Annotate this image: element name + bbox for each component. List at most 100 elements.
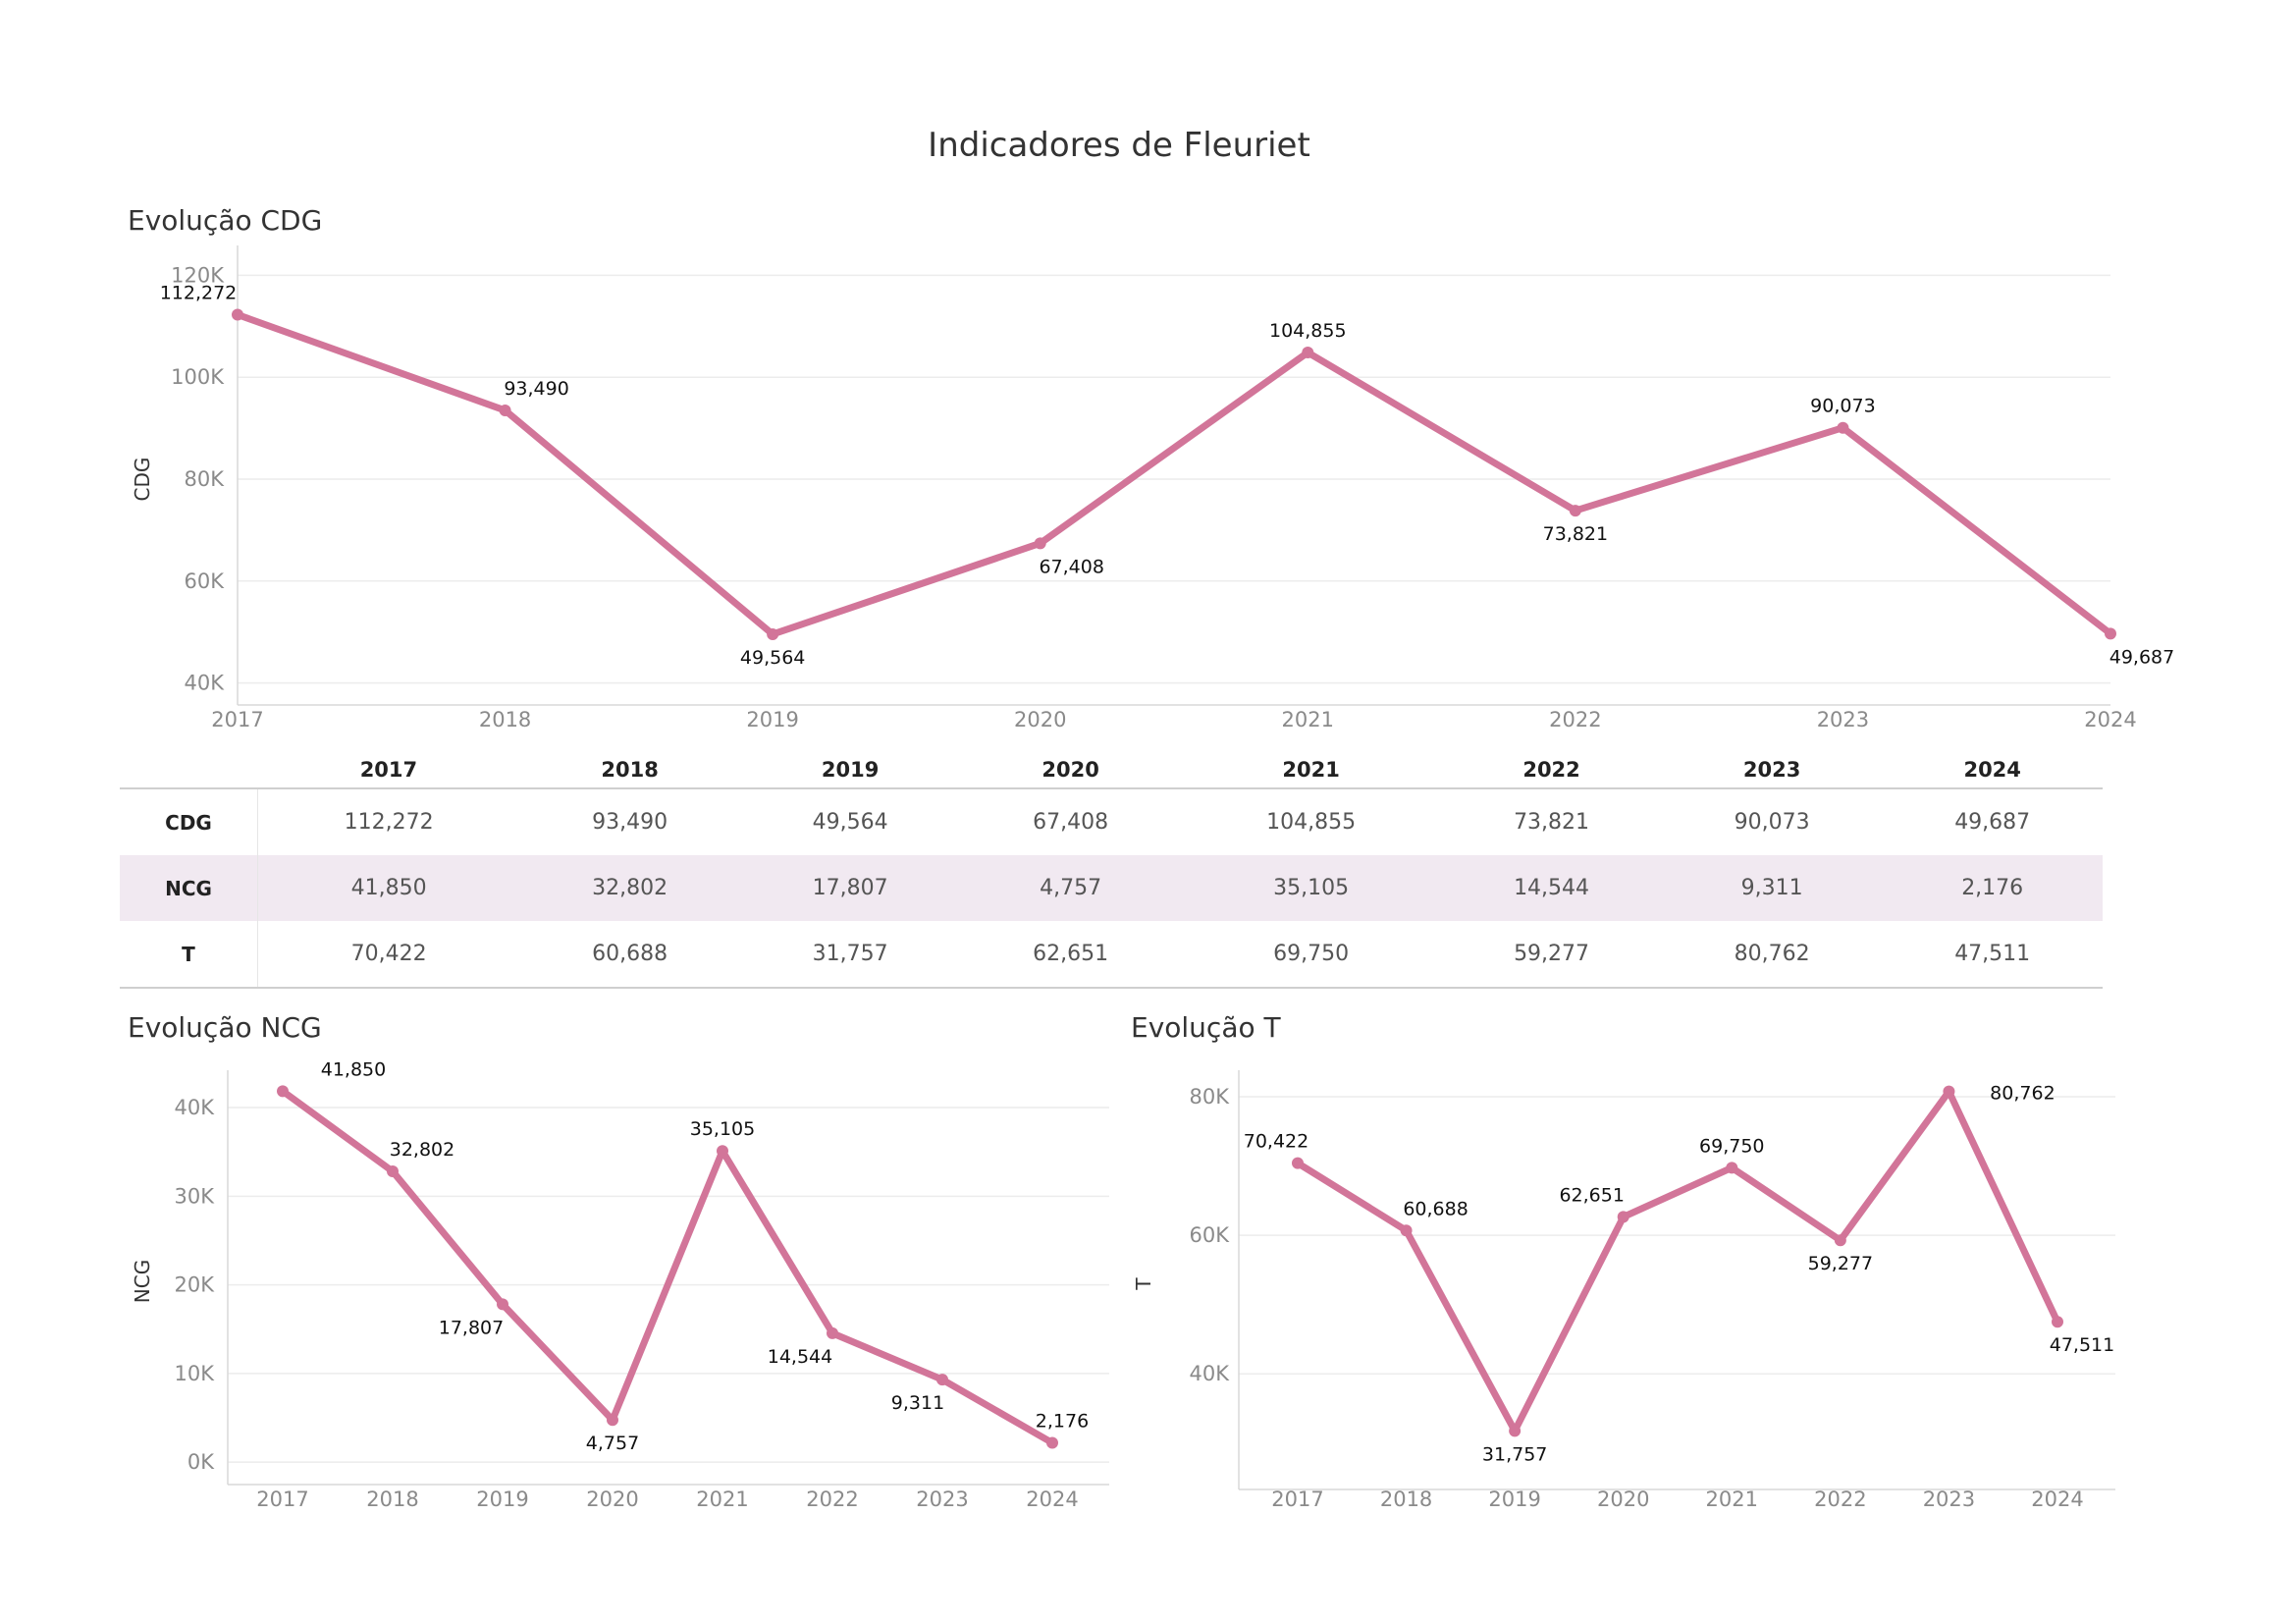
x-tick-label: 2024 bbox=[1026, 1488, 1078, 1511]
series-line bbox=[234, 310, 2114, 638]
x-tick-label: 2017 bbox=[211, 708, 263, 731]
table-cell: 80,762 bbox=[1661, 921, 1883, 989]
data-label: 80,762 bbox=[1990, 1083, 2055, 1105]
y-tick-label: 10K bbox=[175, 1362, 216, 1385]
y-tick-label: 40K bbox=[185, 672, 226, 695]
t-chart-title: Evolução T bbox=[1131, 1011, 1281, 1044]
x-tick-label: 2024 bbox=[2031, 1488, 2083, 1511]
table-row-label: T bbox=[120, 921, 258, 989]
table-cell: 17,807 bbox=[739, 855, 961, 921]
data-point bbox=[497, 1298, 508, 1311]
data-point bbox=[1034, 537, 1046, 550]
x-tick-label: 2024 bbox=[2084, 708, 2136, 731]
ncg-line-chart: 0K 10K 20K 30K 40K NCG 2017 2018 2019 2020 2021 202… bbox=[131, 1058, 1109, 1511]
y-tick-label: 40K bbox=[175, 1096, 216, 1119]
data-label: 47,511 bbox=[2050, 1334, 2114, 1356]
y-tick-label: 80K bbox=[185, 467, 226, 491]
x-tick-label: 2021 bbox=[696, 1488, 748, 1511]
table-cell: 70,422 bbox=[257, 921, 520, 989]
indicators-table: 2017 2018 2019 2020 2021 2022 2023 2024 … bbox=[120, 744, 2103, 989]
table-year-header: 2021 bbox=[1180, 744, 1442, 789]
data-label: 31,757 bbox=[1482, 1443, 1547, 1465]
table-cell: 32,802 bbox=[519, 855, 740, 921]
data-label: 60,688 bbox=[1403, 1198, 1468, 1219]
y-tick-label: 60K bbox=[1190, 1223, 1231, 1247]
x-tick-label: 2019 bbox=[1488, 1488, 1540, 1511]
y-axis-title: T bbox=[1132, 1277, 1155, 1291]
table-row-label: NCG bbox=[120, 855, 258, 921]
data-label: 59,277 bbox=[1808, 1253, 1873, 1274]
data-label: 41,850 bbox=[321, 1058, 386, 1080]
x-tick-label: 2019 bbox=[746, 708, 798, 731]
table-cell: 49,564 bbox=[812, 810, 888, 835]
table-year-header: 2020 bbox=[960, 744, 1181, 789]
table-cell: 60,688 bbox=[519, 921, 740, 989]
data-label: 17,807 bbox=[439, 1317, 504, 1338]
data-label: 104,855 bbox=[1269, 320, 1347, 342]
table-row-ncg: NCG 41,850 32,802 17,807 4,757 35,105 14… bbox=[120, 855, 2103, 921]
x-tick-label: 2018 bbox=[366, 1488, 418, 1511]
table-year-header: 2022 bbox=[1441, 744, 1662, 789]
table-cell: 112,272 bbox=[344, 810, 434, 835]
table-row-label: CDG bbox=[120, 788, 258, 855]
table-year-header: 2018 bbox=[519, 744, 740, 789]
table-corner bbox=[120, 744, 258, 789]
table-cell: 90,073 bbox=[1734, 810, 1810, 835]
data-label: 112,272 bbox=[160, 282, 238, 303]
y-tick-label: 60K bbox=[185, 569, 226, 593]
data-point bbox=[1302, 346, 1314, 358]
data-point bbox=[767, 627, 779, 640]
cdg-chart-title: Evolução CDG bbox=[128, 204, 323, 237]
table-cell: 14,544 bbox=[1441, 855, 1662, 921]
table-cell: 41,850 bbox=[257, 855, 520, 921]
y-tick-label: 100K bbox=[171, 365, 225, 389]
table-year-header: 2019 bbox=[739, 744, 961, 789]
data-label: 14,544 bbox=[768, 1346, 832, 1368]
y-tick-label: 20K bbox=[175, 1273, 216, 1297]
x-tick-label: 2022 bbox=[1814, 1488, 1866, 1511]
table-cell: 104,855 bbox=[1266, 810, 1357, 835]
table-year-header: 2017 bbox=[257, 744, 520, 789]
x-tick-label: 2023 bbox=[1817, 708, 1869, 731]
data-label: 69,750 bbox=[1699, 1135, 1764, 1157]
table-cell: 59,277 bbox=[1441, 921, 1662, 989]
y-axis-title: NCG bbox=[131, 1260, 154, 1303]
data-point bbox=[717, 1145, 728, 1158]
y-axis-title: CDG bbox=[131, 458, 154, 502]
ncg-chart-title: Evolução NCG bbox=[128, 1011, 322, 1044]
y-tick-label: 120K bbox=[171, 263, 225, 287]
data-label: 2,176 bbox=[1036, 1411, 1089, 1433]
table-cell: 93,490 bbox=[592, 810, 668, 835]
x-tick-label: 2018 bbox=[1380, 1488, 1432, 1511]
data-point bbox=[827, 1326, 838, 1339]
data-label: 70,422 bbox=[1244, 1131, 1308, 1153]
data-point bbox=[232, 308, 243, 321]
data-label: 93,490 bbox=[504, 378, 568, 400]
data-point bbox=[1837, 421, 1849, 434]
table-cell: 62,651 bbox=[960, 921, 1181, 989]
x-tick-label: 2020 bbox=[1014, 708, 1066, 731]
data-label: 62,651 bbox=[1559, 1184, 1624, 1206]
data-label: 49,687 bbox=[2109, 646, 2174, 668]
x-tick-label: 2020 bbox=[1597, 1488, 1649, 1511]
y-tick-label: 30K bbox=[175, 1184, 216, 1208]
table-header-row: 2017 2018 2019 2020 2021 2022 2023 2024 bbox=[120, 744, 2103, 789]
table-cell: 73,821 bbox=[1514, 810, 1590, 835]
data-point bbox=[277, 1085, 289, 1098]
data-label: 73,821 bbox=[1543, 523, 1608, 545]
table-cell: 4,757 bbox=[960, 855, 1181, 921]
x-tick-label: 2018 bbox=[479, 708, 531, 731]
table-cell: 67,408 bbox=[1033, 810, 1109, 835]
data-point bbox=[1509, 1425, 1522, 1437]
data-point bbox=[936, 1374, 948, 1386]
cdg-line-chart: 40K 60K 80K 100K 120K CDG 2017 2018 2019 2020 2021… bbox=[131, 245, 2174, 731]
table-cell: 47,511 bbox=[1882, 921, 2103, 989]
data-point bbox=[499, 404, 511, 416]
x-tick-label: 2021 bbox=[1706, 1488, 1758, 1511]
data-point bbox=[1046, 1436, 1058, 1449]
data-point bbox=[1400, 1224, 1413, 1237]
data-label: 4,757 bbox=[586, 1433, 639, 1454]
table-cell: 9,311 bbox=[1661, 855, 1883, 921]
table-row-cdg: CDG 112,272 93,490 49,564 67,408 104,855… bbox=[120, 788, 2103, 855]
